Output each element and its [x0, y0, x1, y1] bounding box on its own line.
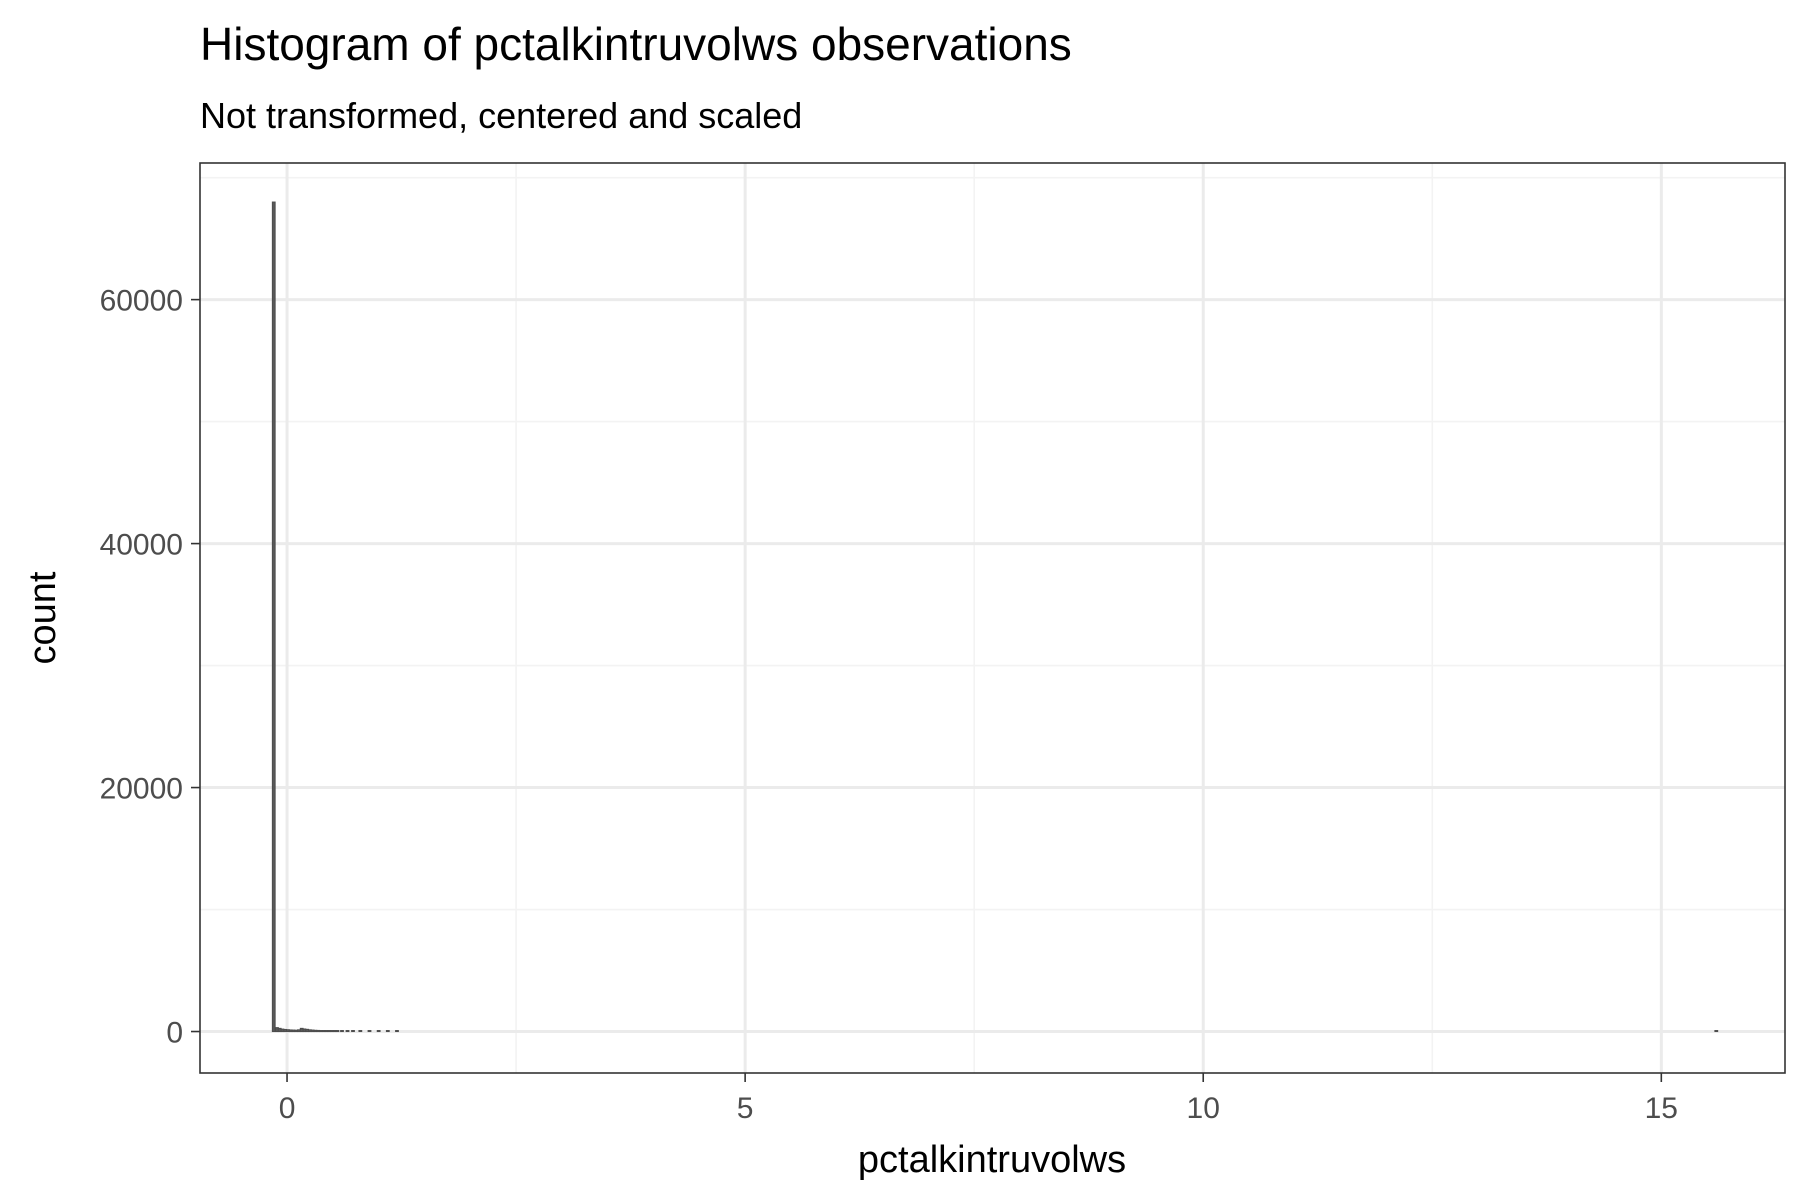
histogram-bar [385, 1030, 390, 1033]
histogram-bar [376, 1030, 381, 1033]
histogram-bar [340, 1030, 344, 1033]
histogram-bar [335, 1030, 340, 1033]
histogram-bar [345, 1030, 350, 1033]
chart-title: Histogram of pctalkintruvolws observatio… [200, 18, 1072, 70]
x-axis: 0 5 10 15 [279, 1073, 1678, 1125]
histogram-bars [271, 201, 1719, 1033]
histogram-bar [395, 1030, 399, 1033]
histogram-bar [351, 1030, 355, 1033]
grid-lines [200, 163, 1785, 1073]
x-axis-title: pctalkintruvolws [858, 1139, 1126, 1181]
plot-panel-background [200, 163, 1785, 1073]
x-tick-label: 0 [279, 1092, 296, 1125]
y-axis: 0 20000 40000 60000 [100, 285, 200, 1050]
histogram-bar [1714, 1030, 1719, 1033]
y-tick-label: 40000 [100, 529, 183, 562]
y-axis-title: count [22, 571, 64, 664]
histogram-bar [271, 201, 276, 1033]
x-tick-label: 5 [737, 1092, 754, 1125]
y-tick-label: 0 [166, 1017, 183, 1050]
x-tick-label: 15 [1645, 1092, 1678, 1125]
histogram-bar [367, 1030, 372, 1033]
y-tick-label: 60000 [100, 285, 183, 318]
x-tick-label: 10 [1187, 1092, 1220, 1125]
y-tick-label: 20000 [100, 773, 183, 806]
histogram-bar [358, 1030, 363, 1033]
chart-subtitle: Not transformed, centered and scaled [200, 95, 802, 136]
plot-panel-border [199, 162, 1786, 1074]
